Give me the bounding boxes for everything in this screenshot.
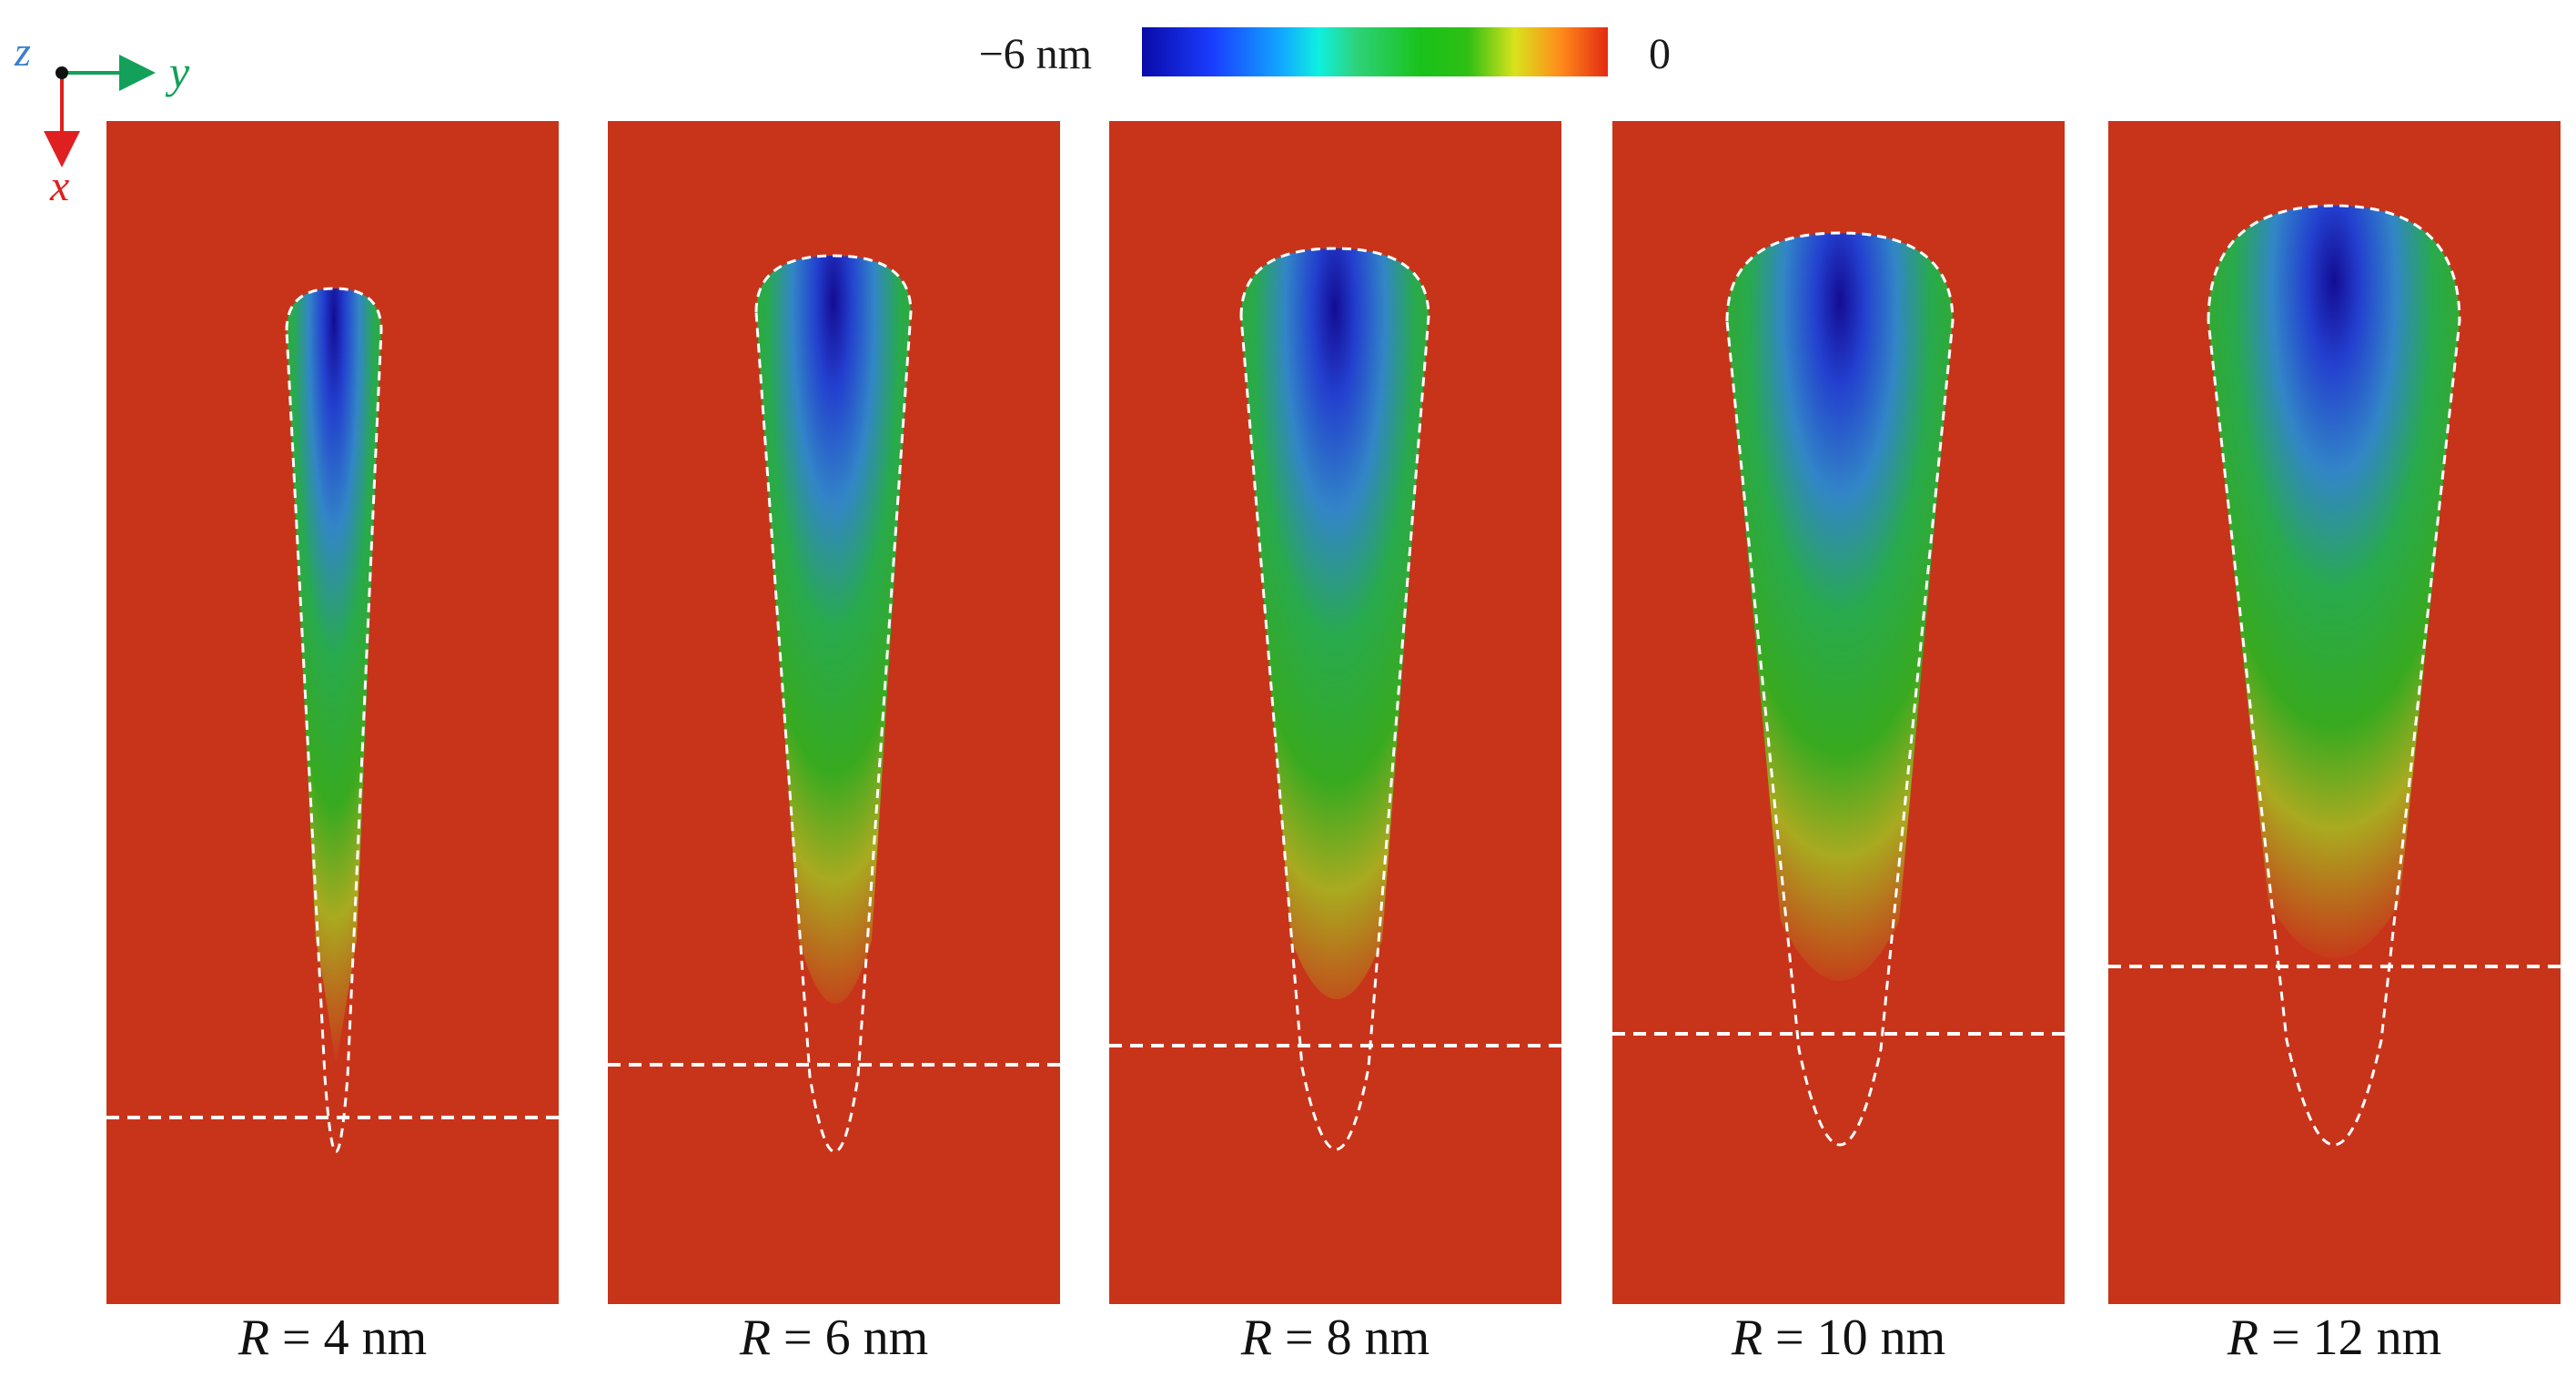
- panel-r4: [106, 121, 559, 1304]
- radius-value: = 12 nm: [2258, 1310, 2442, 1366]
- indent-image-r8: [1109, 121, 1561, 1304]
- indent-image-r12: [2108, 121, 2561, 1304]
- radius-value: = 10 nm: [1763, 1310, 1946, 1366]
- panel-label-r10: R = 10 nm: [1612, 1309, 2065, 1367]
- z-axis-label: z: [14, 28, 31, 75]
- radius-variable: R: [237, 1310, 270, 1366]
- colorbar-max-label: 0: [1649, 30, 1671, 78]
- indent-image-r4: [106, 121, 559, 1304]
- panel-label-r4: R = 4 nm: [106, 1309, 559, 1367]
- z-axis-dot: [56, 66, 68, 79]
- axes-triad: z y x: [7, 25, 217, 210]
- colorbar: −6 nm 0: [910, 20, 1729, 102]
- x-axis-label: x: [49, 162, 69, 207]
- panel-r8: [1109, 121, 1561, 1304]
- indent-image-r10: [1612, 121, 2065, 1304]
- panel-label-r6: R = 6 nm: [608, 1309, 1060, 1367]
- panel-r10: [1612, 121, 2065, 1304]
- radius-variable: R: [1240, 1310, 1273, 1366]
- radius-variable: R: [2227, 1310, 2259, 1366]
- radius-variable: R: [1731, 1310, 1763, 1366]
- panel-r6: [608, 121, 1060, 1304]
- y-axis-label: y: [165, 46, 190, 97]
- panel-label-r8: R = 8 nm: [1109, 1309, 1561, 1367]
- radius-value: = 8 nm: [1272, 1310, 1430, 1366]
- radius-variable: R: [739, 1310, 772, 1366]
- panel-label-r12: R = 12 nm: [2108, 1309, 2561, 1367]
- radius-value: = 6 nm: [771, 1310, 929, 1366]
- colorbar-min-label: −6 nm: [978, 30, 1092, 78]
- panel-r12: [2108, 121, 2561, 1304]
- radius-value: = 4 nm: [269, 1310, 428, 1366]
- colorbar-gradient: [1142, 27, 1608, 76]
- indent-image-r6: [608, 121, 1060, 1304]
